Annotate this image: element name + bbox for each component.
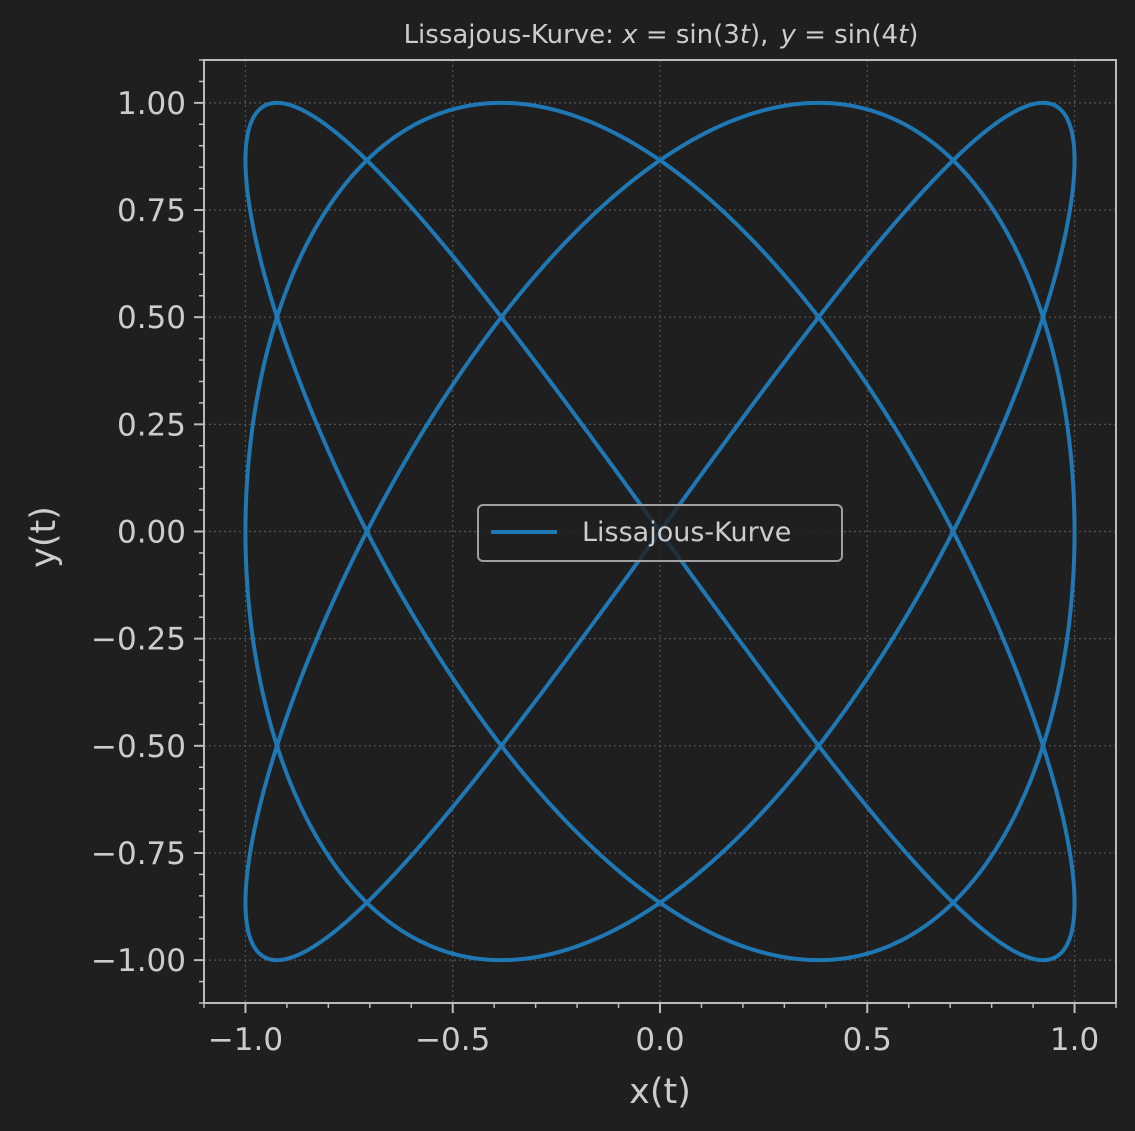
title-x-eq: = sin(3 (638, 20, 740, 50)
legend-entry-label: Lissajous-Kurve (582, 517, 791, 548)
x-axis-label: x(t) (629, 1072, 691, 1112)
title-y-eq: = sin(4 (796, 20, 898, 50)
x-tick-label-4: 1.0 (1050, 1022, 1099, 1058)
tick-marks (194, 59, 1117, 1013)
y-tick-label-6: −0.50 (91, 729, 186, 765)
y-tick-label-7: −0.75 (91, 836, 186, 872)
y-tick-label-3: 0.25 (117, 407, 186, 443)
tick-labels: −1.0 −0.5 0.0 0.5 1.0 1.00 0.75 0.50 0.25 0.00 −0.… (91, 86, 1099, 1058)
chart-title: Lissajous-Kurve: x = sin(3t), y = sin(4t) (404, 20, 919, 50)
x-tick-label-3: 0.5 (843, 1022, 892, 1058)
y-tick-label-2: 0.50 (117, 300, 186, 336)
legend-frame (477, 504, 843, 562)
title-x-close: ), (750, 20, 768, 50)
y-tick-label-4: 0.00 (117, 515, 186, 551)
title-y-close: ) (908, 20, 918, 50)
y-tick-label-1: 0.75 (117, 193, 186, 229)
title-x-var: x (621, 20, 638, 50)
x-tick-label-1: −0.5 (415, 1022, 490, 1058)
title-y-var: y (779, 20, 796, 50)
y-tick-label-8: −1.00 (91, 943, 186, 979)
y-tick-label-0: 1.00 (117, 86, 186, 122)
y-axis-label: y(t) (24, 506, 64, 568)
title-y-t: t (898, 20, 909, 50)
title-prefix: Lissajous-Kurve: (404, 20, 623, 50)
x-tick-label-2: 0.0 (635, 1022, 684, 1058)
title-x-t: t (740, 20, 751, 50)
x-tick-label-0: −1.0 (208, 1022, 283, 1058)
y-tick-label-5: −0.25 (91, 622, 186, 658)
legend: Lissajous-Kurve (477, 504, 843, 562)
